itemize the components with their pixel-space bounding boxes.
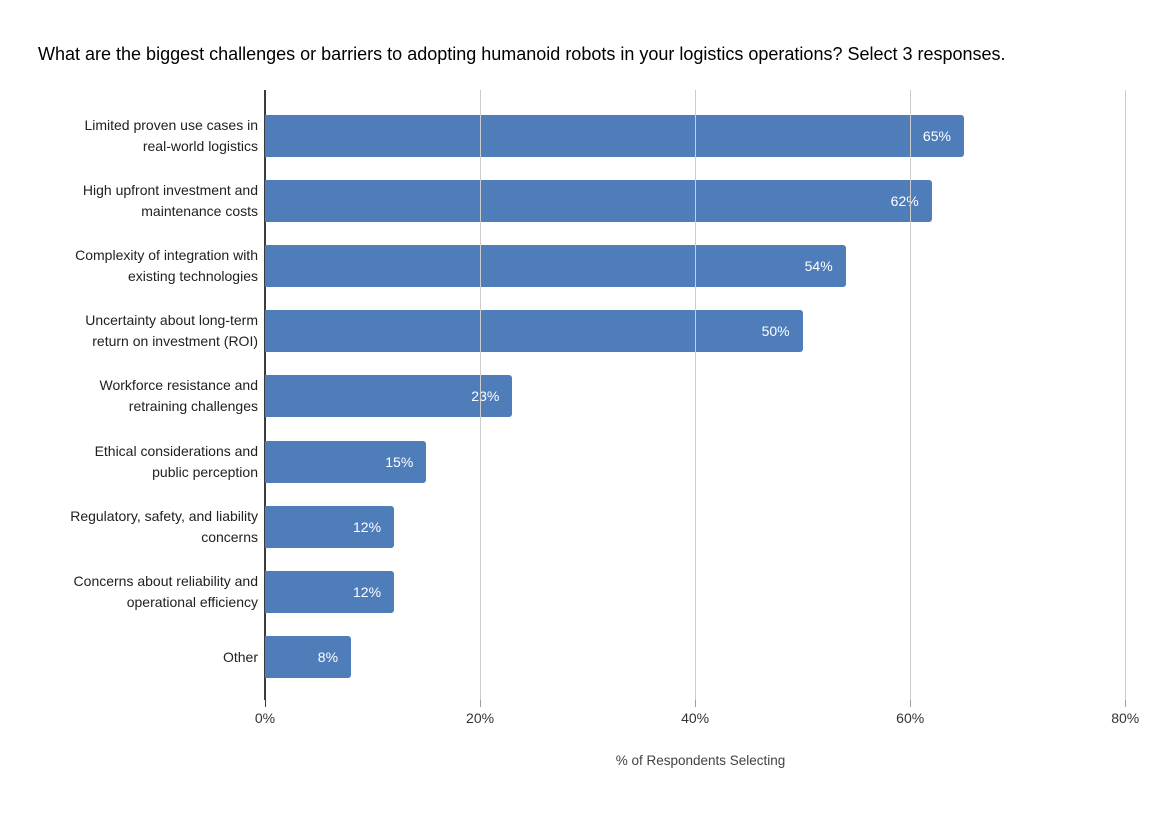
gridline [1125, 90, 1127, 700]
bar-value-label: 62% [890, 192, 919, 209]
category-label: Complexity of integration with existing … [75, 247, 258, 285]
bar-value-label: 23% [471, 388, 500, 405]
x-tick [265, 700, 266, 707]
bar: 50% [265, 310, 803, 353]
category-label: Regulatory, safety, and liability concer… [70, 507, 258, 545]
x-axis-title: % of Respondents Selecting [615, 753, 786, 768]
category-label: Limited proven use cases in real-world l… [84, 116, 258, 154]
plot-area: 65% 62% 54% 50% 23% 15% 12% 12% 8% 0% 20% 40% 60% 80… [255, 90, 1139, 726]
bar: 54% [265, 245, 846, 288]
x-tick-label: 40% [681, 710, 710, 726]
category-label: Workforce resistance and retraining chal… [99, 377, 258, 415]
bar: 12% [265, 505, 395, 548]
bar-value-label: 12% [353, 584, 382, 601]
gridline [480, 90, 482, 700]
category-label: Uncertainty about long-term return on in… [85, 312, 258, 350]
bar-row: 12% [265, 560, 1136, 625]
category-label: Concerns about reliability and operation… [73, 573, 258, 611]
bar-value-label: 15% [385, 453, 414, 470]
chart-title: What are the biggest challenges or barri… [38, 44, 1006, 64]
bar-value-label: 54% [804, 258, 833, 275]
x-tick [910, 700, 912, 707]
gridline [695, 90, 697, 700]
bar: 15% [265, 440, 427, 483]
bar-value-label: 65% [922, 127, 951, 144]
x-tick [480, 700, 482, 707]
category-label: High upfront investment and maintenance … [82, 181, 258, 219]
bar-value-label: 8% [317, 649, 339, 666]
bar: 65% [265, 114, 964, 157]
bar-row: 65% [265, 103, 1136, 168]
bar-value-label: 50% [761, 323, 790, 340]
bar-row: 54% [265, 233, 1136, 298]
category-label: Ethical considerations and public percep… [94, 442, 258, 480]
x-tick [1125, 700, 1127, 707]
bar-row: 62% [265, 168, 1136, 233]
bar-row: 23% [265, 364, 1136, 429]
bar: 23% [265, 375, 513, 418]
bar-value-label: 12% [353, 518, 382, 535]
bar-row: 12% [265, 494, 1136, 559]
bar-row: 8% [265, 625, 1136, 690]
bar: 62% [265, 179, 932, 222]
x-tick-label: 0% [254, 710, 276, 726]
bar-rows: 65% 62% 54% 50% 23% 15% 12% 12% 8% [265, 103, 1136, 690]
bar-row: 15% [265, 429, 1136, 494]
bar: 8% [265, 636, 352, 679]
category-label: Other [222, 648, 258, 665]
bar-row: 50% [265, 299, 1136, 364]
x-tick-label: 60% [896, 710, 925, 726]
bar: 12% [265, 571, 395, 614]
x-tick [695, 700, 697, 707]
category-axis-labels: Limited proven use cases in real-world l… [30, 103, 258, 690]
x-tick-label: 80% [1111, 710, 1140, 726]
gridline [910, 90, 912, 700]
x-tick-label: 20% [466, 710, 495, 726]
